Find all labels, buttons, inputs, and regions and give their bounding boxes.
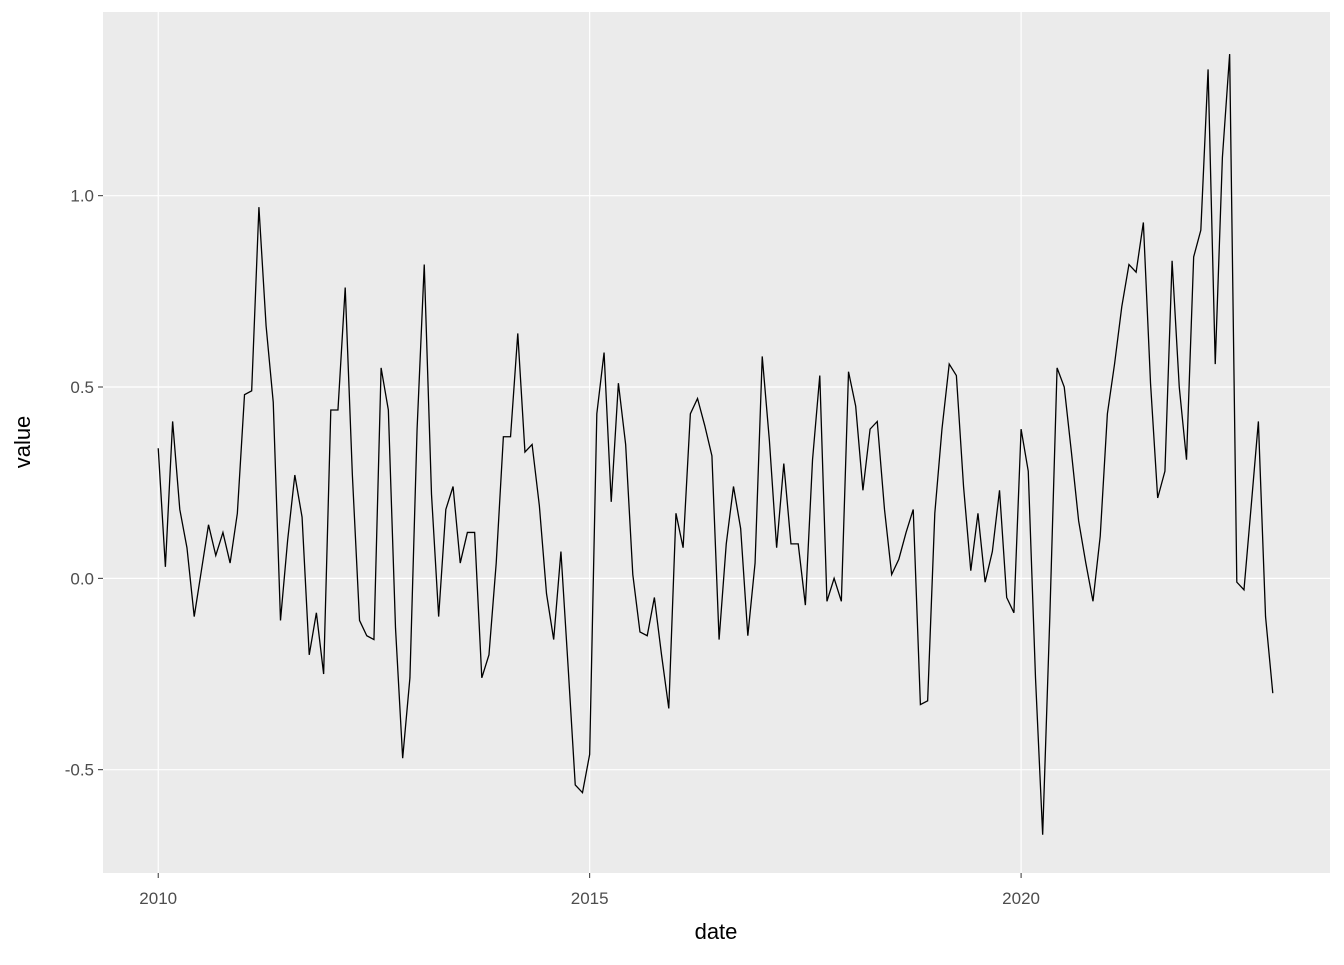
y-tick-label: 1.0 <box>70 187 94 206</box>
x-tick-label: 2020 <box>1002 889 1040 908</box>
y-tick-label: 0.0 <box>70 569 94 588</box>
plot-panel <box>103 12 1330 873</box>
x-tick-label: 2015 <box>571 889 609 908</box>
data-line <box>157 54 1274 835</box>
x-axis-title: date <box>695 919 738 944</box>
y-tick-label: -0.5 <box>65 761 94 780</box>
y-tick-label: 0.5 <box>70 378 94 397</box>
x-tick-label: 2010 <box>139 889 177 908</box>
y-axis-title: value <box>10 416 35 469</box>
